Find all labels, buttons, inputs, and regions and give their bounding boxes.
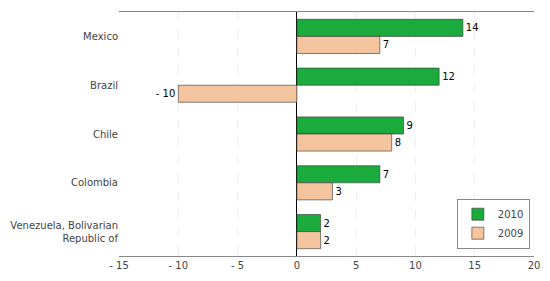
svg-text:2: 2 <box>324 235 330 246</box>
svg-text:5: 5 <box>353 260 359 271</box>
svg-text:7: 7 <box>383 169 389 180</box>
svg-text:- 15: - 15 <box>109 260 129 271</box>
svg-text:14: 14 <box>466 22 479 33</box>
svg-text:Chile: Chile <box>93 129 118 140</box>
svg-text:3: 3 <box>335 186 341 197</box>
svg-text:12: 12 <box>442 71 455 82</box>
svg-text:7: 7 <box>383 39 389 50</box>
svg-text:- 10: - 10 <box>169 260 189 271</box>
svg-text:10: 10 <box>409 260 422 271</box>
svg-text:8: 8 <box>395 137 401 148</box>
svg-text:20: 20 <box>528 260 541 271</box>
svg-text:Brazil: Brazil <box>90 80 118 91</box>
svg-text:2009: 2009 <box>498 228 523 239</box>
svg-text:Colombia: Colombia <box>71 177 118 188</box>
svg-text:15: 15 <box>468 260 481 271</box>
svg-text:2: 2 <box>324 218 330 229</box>
svg-text:2010: 2010 <box>498 209 523 220</box>
svg-text:9: 9 <box>407 120 413 131</box>
svg-text:- 10: - 10 <box>156 88 176 99</box>
svg-text:Mexico: Mexico <box>83 31 118 42</box>
svg-text:Venezuela, BolivarianRepublic: Venezuela, BolivarianRepublic of <box>10 220 118 244</box>
svg-text:- 5: - 5 <box>231 260 244 271</box>
svg-text:0: 0 <box>294 260 300 271</box>
